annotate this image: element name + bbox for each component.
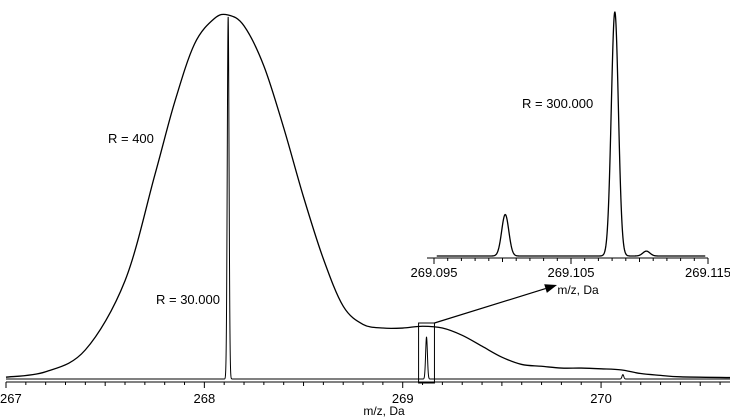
inset-tick-label: 269.115 xyxy=(685,265,730,280)
main-x-tick-labels: 267 268 269 270 xyxy=(0,391,612,406)
inset-x-ticks xyxy=(433,258,709,264)
label-r400: R = 400 xyxy=(108,131,154,146)
main-tick-label: 269 xyxy=(392,391,414,406)
main-tick-label: 267 xyxy=(0,391,22,406)
label-r30000: R = 30.000 xyxy=(156,292,220,307)
label-r300000: R = 300.000 xyxy=(522,96,593,111)
zoom-region-box xyxy=(418,322,435,384)
main-tick-label: 268 xyxy=(194,391,216,406)
inset-tick-label: 269.105 xyxy=(548,265,595,280)
zoom-arrow xyxy=(434,287,546,324)
main-tick-label: 270 xyxy=(590,391,612,406)
zoom-arrowhead xyxy=(544,284,557,293)
inset-x-tick-labels: 269.095 269.105 269.115 xyxy=(411,265,730,280)
series-r300000-curve xyxy=(436,11,706,257)
inset-tick-label: 269.095 xyxy=(411,265,458,280)
series-r30000-curve xyxy=(6,16,730,380)
main-x-axis-label: m/z, Da xyxy=(363,404,405,418)
series-r400-curve xyxy=(5,13,730,379)
main-x-ticks xyxy=(5,382,721,388)
inset-x-axis-label: m/z, Da xyxy=(557,283,599,297)
